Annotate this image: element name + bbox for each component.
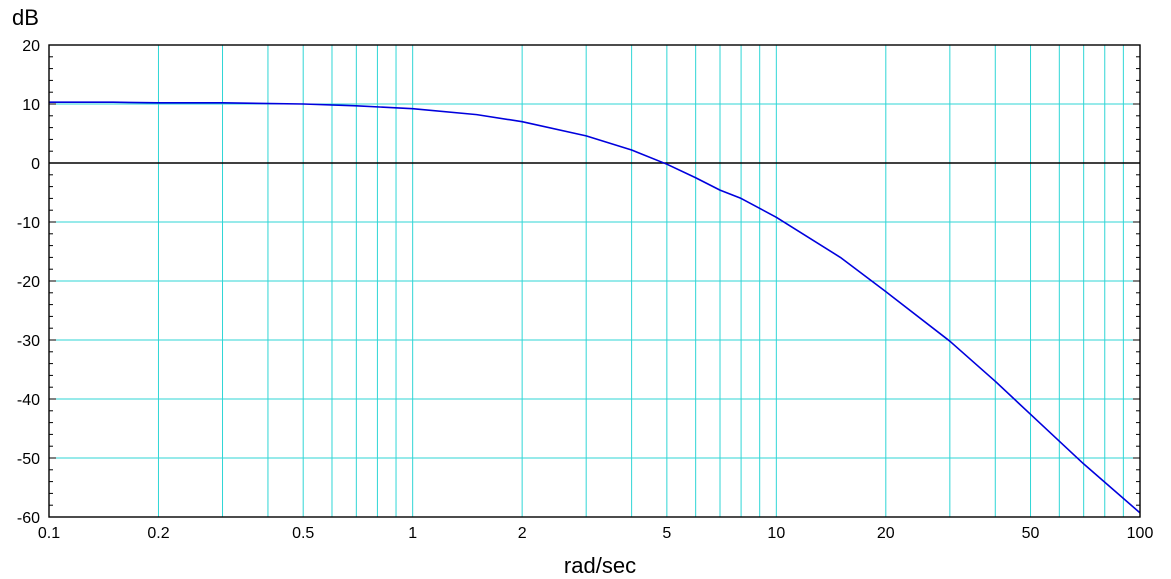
magnitude-curve: [49, 101, 1141, 514]
y-tick-label: -40: [17, 392, 40, 409]
y-tick-label: -20: [17, 274, 40, 291]
y-axis-label: dB: [12, 5, 39, 30]
x-tick-label: 0.5: [292, 525, 314, 542]
y-tick-label: -30: [17, 333, 40, 350]
y-tick-label: -50: [17, 451, 40, 468]
x-tick-label: 5: [662, 525, 671, 542]
y-tick-label: -60: [17, 510, 40, 527]
plot-frame: [48, 44, 1141, 518]
x-tick-label: 0.1: [38, 525, 60, 542]
x-tick-label: 0.2: [147, 525, 169, 542]
y-tick-label: -10: [17, 215, 40, 232]
y-tick-label: 20: [22, 38, 40, 55]
y-tick-label: 10: [22, 97, 40, 114]
grid-lines: [49, 45, 1140, 517]
x-tick-label: 2: [518, 525, 527, 542]
y-tick-label: 0: [31, 156, 40, 173]
x-tick-label: 20: [877, 525, 895, 542]
x-tick-label: 10: [767, 525, 785, 542]
x-tick-label: 100: [1127, 525, 1154, 542]
x-tick-label: 50: [1022, 525, 1040, 542]
x-tick-label: 1: [408, 525, 417, 542]
x-axis-label: rad/sec: [564, 553, 636, 578]
